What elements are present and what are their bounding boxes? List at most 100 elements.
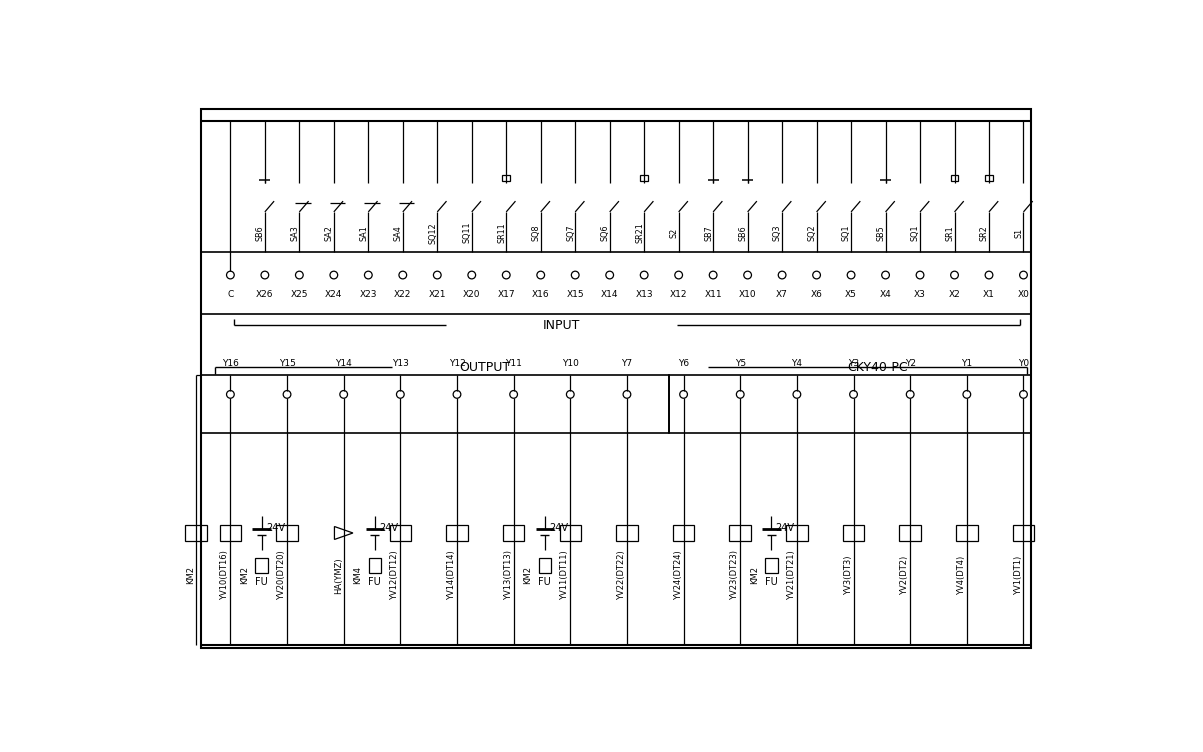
Text: Y14: Y14	[336, 359, 352, 368]
Text: SQ3: SQ3	[774, 224, 782, 241]
Text: Y1: Y1	[961, 359, 972, 368]
Bar	[220, 526, 241, 541]
Bar	[539, 558, 551, 573]
Text: X10: X10	[739, 290, 757, 299]
Text: Y5: Y5	[735, 359, 746, 368]
Text: SR2: SR2	[980, 225, 989, 241]
Text: SA3: SA3	[290, 225, 300, 241]
Text: SR1: SR1	[946, 225, 954, 241]
Text: KM2: KM2	[185, 566, 195, 584]
Text: X21: X21	[428, 290, 446, 299]
Bar	[900, 526, 921, 541]
Text: C: C	[227, 290, 233, 299]
Text: Y4: Y4	[792, 359, 802, 368]
Text: YV24(DT24): YV24(DT24)	[674, 550, 682, 600]
Text: YV3(DT3): YV3(DT3)	[843, 556, 853, 595]
Text: KM2: KM2	[749, 566, 759, 584]
Text: Y3: Y3	[848, 359, 859, 368]
Text: X5: X5	[846, 290, 857, 299]
Text: X6: X6	[811, 290, 823, 299]
Text: SQ12: SQ12	[428, 222, 437, 244]
Bar	[765, 558, 777, 573]
Bar	[559, 526, 581, 541]
Text: SQ8: SQ8	[532, 224, 540, 241]
Text: HA(YMZ): HA(YMZ)	[333, 557, 343, 593]
Bar	[950, 175, 959, 181]
Text: CKY40-PC: CKY40-PC	[847, 361, 907, 374]
Text: SB6: SB6	[739, 225, 747, 241]
Text: YV11(DT11): YV11(DT11)	[561, 550, 569, 600]
Bar	[277, 526, 298, 541]
Text: S1: S1	[1014, 228, 1024, 238]
Text: YV13(DT13): YV13(DT13)	[504, 550, 512, 600]
Text: X20: X20	[463, 290, 480, 299]
Text: X16: X16	[532, 290, 550, 299]
Text: Y6: Y6	[678, 359, 689, 368]
Text: X17: X17	[497, 290, 515, 299]
Text: X13: X13	[635, 290, 653, 299]
Text: INPUT: INPUT	[543, 319, 580, 332]
Text: X24: X24	[325, 290, 343, 299]
Text: X26: X26	[256, 290, 273, 299]
Text: SA1: SA1	[360, 225, 368, 241]
Text: YV22(DT22): YV22(DT22)	[617, 550, 626, 600]
Bar	[729, 526, 751, 541]
Bar	[201, 252, 1031, 314]
Text: X23: X23	[360, 290, 377, 299]
Text: SQ2: SQ2	[807, 224, 817, 241]
Text: X15: X15	[567, 290, 583, 299]
Text: X2: X2	[949, 290, 960, 299]
Text: X7: X7	[776, 290, 788, 299]
Text: YV4(DT4): YV4(DT4)	[956, 556, 966, 595]
Bar	[672, 526, 694, 541]
Text: YV21(DT21): YV21(DT21)	[787, 550, 796, 600]
Text: KM2: KM2	[523, 566, 533, 584]
Bar	[786, 526, 807, 541]
Bar	[985, 175, 992, 181]
Text: SA4: SA4	[393, 225, 403, 241]
Bar	[669, 375, 1031, 433]
Text: FU: FU	[255, 578, 268, 587]
Bar	[1013, 526, 1035, 541]
Text: Y2: Y2	[905, 359, 915, 368]
Text: KM2: KM2	[241, 566, 249, 584]
Text: X11: X11	[704, 290, 722, 299]
Text: SQ1: SQ1	[842, 224, 851, 241]
Text: X3: X3	[914, 290, 926, 299]
Text: Y12: Y12	[449, 359, 466, 368]
Text: Y11: Y11	[505, 359, 522, 368]
Text: SB7: SB7	[704, 225, 713, 241]
Text: 24V: 24V	[549, 523, 568, 533]
Text: Y13: Y13	[392, 359, 409, 368]
Text: FU: FU	[539, 578, 551, 587]
Text: X22: X22	[395, 290, 411, 299]
Text: KM4: KM4	[354, 566, 362, 584]
Text: X25: X25	[291, 290, 308, 299]
Text: YV12(DT12): YV12(DT12)	[391, 550, 399, 600]
Text: YV2(DT2): YV2(DT2)	[900, 556, 909, 595]
Bar	[368, 558, 381, 573]
Text: Y0: Y0	[1018, 359, 1029, 368]
Bar	[255, 558, 268, 573]
Text: X12: X12	[670, 290, 687, 299]
Bar	[956, 526, 978, 541]
Text: Y10: Y10	[562, 359, 579, 368]
Text: SR11: SR11	[497, 223, 506, 243]
Text: SB6: SB6	[256, 225, 265, 241]
Bar	[201, 375, 669, 433]
Bar	[185, 526, 207, 541]
Bar	[843, 526, 864, 541]
Text: YV1(DT1): YV1(DT1)	[1014, 556, 1023, 595]
Text: SR21: SR21	[635, 223, 644, 243]
Text: FU: FU	[368, 578, 381, 587]
Text: SQ6: SQ6	[600, 224, 610, 241]
Text: SQ11: SQ11	[463, 222, 472, 244]
Text: SB5: SB5	[877, 225, 885, 241]
Bar	[503, 175, 510, 181]
Text: Y16: Y16	[221, 359, 239, 368]
Text: YV10(DT16): YV10(DT16)	[220, 550, 230, 600]
Text: Y15: Y15	[279, 359, 296, 368]
Bar	[390, 526, 411, 541]
Text: 24V: 24V	[266, 523, 285, 533]
Text: S2: S2	[670, 228, 678, 238]
